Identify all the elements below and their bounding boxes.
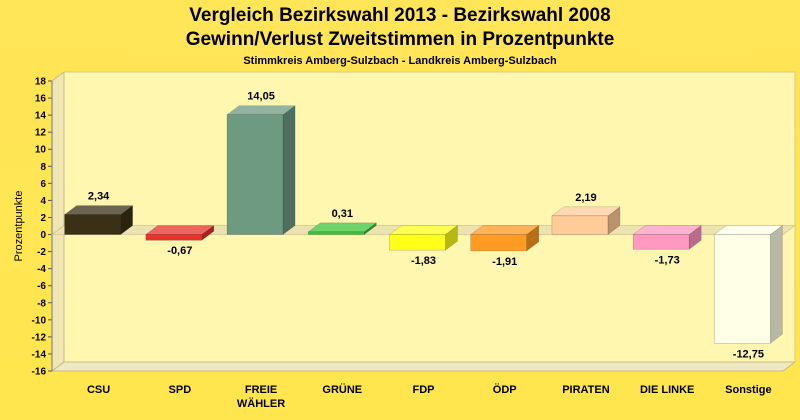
data-label: 0,31 [332, 208, 353, 220]
plot-left-wall [51, 71, 65, 372]
data-label: -12,75 [733, 348, 764, 360]
plot-floor [50, 361, 797, 372]
category-label: CSU [87, 384, 110, 396]
y-tick-label: -14 [32, 349, 47, 360]
y-tick-label: 6 [40, 179, 46, 190]
y-tick-label: -16 [32, 367, 47, 378]
chart-title: Vergleich Bezirkswahl 2013 - Bezirkswahl… [189, 5, 611, 26]
bar-top [307, 222, 378, 233]
data-label: 2,19 [575, 192, 596, 204]
category-label: PIRATEN [562, 384, 610, 396]
y-tick-label: 4 [40, 196, 46, 207]
y-tick-label: -8 [37, 298, 46, 309]
bar-side [282, 105, 296, 236]
bar-top [145, 225, 215, 235]
y-tick-label: 16 [35, 94, 47, 105]
category-label: FREIE [245, 384, 277, 396]
bar [714, 234, 771, 344]
bar-top [551, 206, 621, 217]
category-label: FDP [413, 384, 435, 396]
y-tick-label: -2 [37, 247, 46, 258]
bar-top [63, 205, 134, 215]
chart-region-subtitle: Stimmkreis Amberg-Sulzbach - Landkreis A… [243, 55, 557, 67]
y-tick-label: 0 [40, 230, 46, 241]
category-label: GRÜNE [322, 383, 362, 396]
bar [308, 231, 365, 235]
bar-top [632, 225, 702, 235]
y-tick-label: 2 [40, 213, 46, 224]
bar [632, 234, 690, 250]
category-label: Sonstige [725, 384, 771, 396]
y-axis-label: Prozentpunkte [13, 191, 25, 262]
bar [389, 234, 446, 251]
y-tick-label: -10 [32, 315, 47, 326]
y-tick-label: 12 [35, 128, 47, 139]
bar [470, 234, 527, 252]
bar-top [388, 225, 459, 235]
category-label: DIE LINKE [640, 384, 694, 396]
y-tick-label: 10 [35, 145, 47, 156]
bar-top [469, 225, 540, 235]
data-label: -1,91 [492, 256, 517, 268]
bar-side [770, 225, 783, 344]
data-label: -1,83 [411, 255, 436, 267]
bar [145, 234, 203, 241]
data-label: 2,34 [88, 191, 110, 203]
y-tick-label: 14 [35, 111, 47, 122]
data-label: -0,67 [167, 245, 192, 257]
bar-top [226, 105, 296, 115]
y-tick-label: -12 [32, 332, 47, 343]
y-tick-label: -6 [37, 281, 46, 292]
bar [64, 214, 121, 235]
data-label: 14,05 [247, 91, 275, 103]
category-label: ÖDP [493, 383, 517, 396]
bar [226, 114, 284, 235]
bar [551, 215, 609, 235]
y-tick-label: 8 [40, 162, 46, 173]
category-label: WÄHLER [237, 397, 285, 410]
plot-back-wall [63, 71, 796, 363]
category-label: SPD [169, 384, 192, 396]
bar-top [713, 225, 784, 235]
y-tick-label: 18 [35, 77, 47, 88]
chart-subtitle: Gewinn/Verlust Zweitstimmen in Prozentpu… [185, 29, 615, 50]
y-tick-label: -4 [37, 264, 46, 275]
data-label: -1,73 [655, 254, 680, 266]
